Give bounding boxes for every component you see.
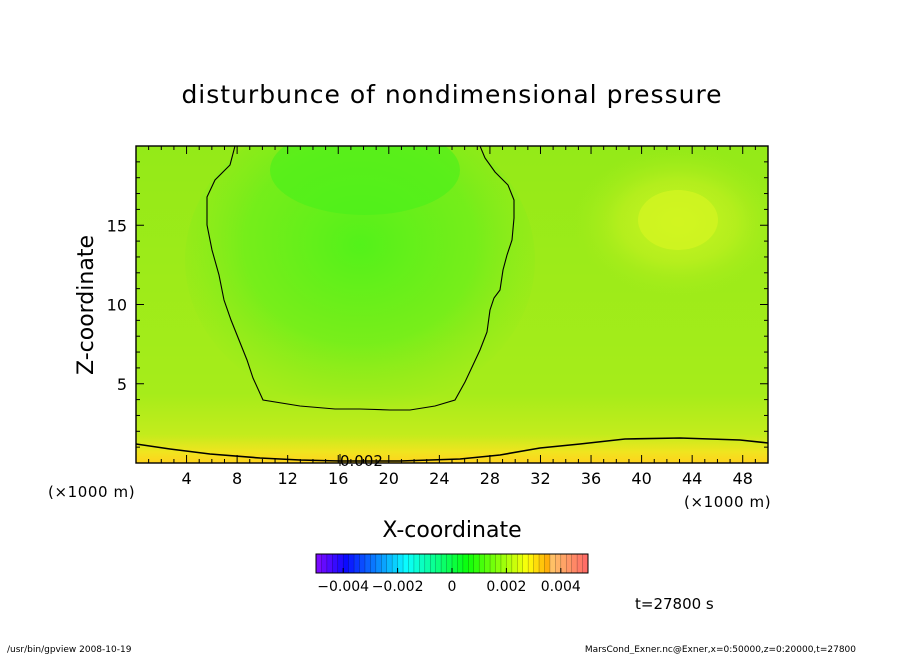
colorbar-swatch — [359, 554, 366, 573]
low-pressure-core — [185, 146, 535, 410]
colorbar-swatch — [392, 554, 398, 573]
colorbar — [315, 554, 589, 573]
colorbar-swatch — [522, 554, 529, 573]
colorbar-swatch — [343, 554, 349, 573]
colorbar-swatch — [528, 554, 534, 573]
footer-left: /usr/bin/gpview 2008-10-19 — [7, 645, 132, 654]
x-axis-unit: (×1000 m) — [684, 493, 771, 511]
colorbar-swatch — [435, 554, 442, 573]
y-tick-label: 5 — [117, 375, 127, 394]
colorbar-swatch — [452, 554, 458, 573]
colorbar-swatch — [490, 554, 496, 573]
x-tick-label: 44 — [682, 469, 702, 488]
x-tick-label: 24 — [429, 469, 449, 488]
colorbar-swatch — [348, 554, 355, 573]
chart-title: disturbunce of nondimensional pressure — [181, 80, 722, 109]
colorbar-swatch — [446, 554, 453, 573]
colorbar-swatch — [413, 554, 420, 573]
colorbar-swatch — [571, 554, 578, 573]
x-tick-label: 16 — [328, 469, 348, 488]
colorbar-swatch — [479, 554, 485, 573]
colorbar-tick-label: −0.004 — [317, 579, 369, 595]
plot-area — [136, 146, 768, 463]
x-tick-label: 48 — [733, 469, 753, 488]
y-tick-label: 15 — [107, 216, 127, 235]
low-pressure-top — [270, 146, 460, 215]
x-tick-label: 28 — [480, 469, 500, 488]
contour-0-002 — [136, 437, 768, 462]
colorbar-swatch — [582, 554, 589, 573]
colorbar-swatch — [321, 554, 328, 573]
colorbar-ticks: −0.004 −0.002 0 0.002 0.004 — [317, 568, 581, 595]
colorbar-swatch — [462, 554, 469, 573]
y-axis-title: Z-coordinate — [74, 235, 99, 375]
colorbar-tick-label: 0.004 — [541, 579, 581, 595]
x-axis-title: X-coordinate — [382, 518, 521, 543]
footer-right: MarsCond_Exner.nc@Exner,x=0:50000,z=0:20… — [585, 645, 856, 654]
y-tick-label: 10 — [107, 296, 127, 315]
colorbar-swatch — [403, 554, 409, 573]
x-tick-label: 40 — [631, 469, 651, 488]
x-axis-ticks: 4 8 12 16 20 24 28 32 36 40 44 48 — [148, 146, 756, 488]
colorbar-tick-label: −0.002 — [372, 579, 424, 595]
contour-zero — [206, 146, 515, 411]
colorbar-swatch — [430, 554, 436, 573]
colorbar-swatch — [484, 554, 491, 573]
colorbar-swatch — [549, 554, 556, 573]
colorbar-tick-label: 0 — [448, 579, 457, 595]
colorbar-swatch — [370, 554, 377, 573]
x-tick-label: 20 — [379, 469, 399, 488]
contour-label: 0.002 — [340, 452, 383, 470]
colorbar-swatch — [316, 554, 322, 573]
high-pressure-blob-inner — [638, 190, 718, 250]
colorbar-swatch — [473, 554, 480, 573]
colorbar-swatch — [386, 554, 393, 573]
y-axis-unit: (×1000 m) — [48, 483, 135, 501]
colorbar-swatch — [555, 554, 562, 573]
colorbar-swatch — [517, 554, 524, 573]
x-tick-label: 12 — [278, 469, 298, 488]
colorbar-swatch — [506, 554, 513, 573]
colorbar-swatch — [332, 554, 339, 573]
colorbar-swatch — [419, 554, 426, 573]
colorbar-swatch — [539, 554, 545, 573]
x-tick-label: 8 — [232, 469, 242, 488]
colorbar-swatch — [364, 554, 371, 573]
colorbar-swatch — [533, 554, 540, 573]
colorbar-swatch — [354, 554, 360, 573]
colorbar-swatch — [408, 554, 415, 573]
colorbar-swatch — [500, 554, 507, 573]
y-axis-ticks: 5 10 15 — [107, 161, 768, 448]
colorbar-swatch — [544, 554, 551, 573]
colorbar-swatch — [560, 554, 567, 573]
colorbar-swatch — [457, 554, 464, 573]
time-label: t=27800 s — [635, 595, 714, 613]
colorbar-swatch — [441, 554, 447, 573]
colorbar-swatch — [424, 554, 431, 573]
colorbar-swatch — [577, 554, 583, 573]
x-tick-label: 4 — [181, 469, 191, 488]
colorbar-swatch — [495, 554, 502, 573]
colorbar-swatch — [511, 554, 518, 573]
x-tick-label: 32 — [530, 469, 550, 488]
colorbar-swatch — [566, 554, 572, 573]
colorbar-swatch — [397, 554, 404, 573]
colorbar-swatch — [337, 554, 344, 573]
colorbar-tick-label: 0.002 — [486, 579, 526, 595]
colorbar-swatch — [468, 554, 475, 573]
colorbar-swatch — [326, 554, 333, 573]
colorbar-swatch — [381, 554, 388, 573]
x-tick-label: 36 — [581, 469, 601, 488]
colorbar-swatch — [375, 554, 382, 573]
